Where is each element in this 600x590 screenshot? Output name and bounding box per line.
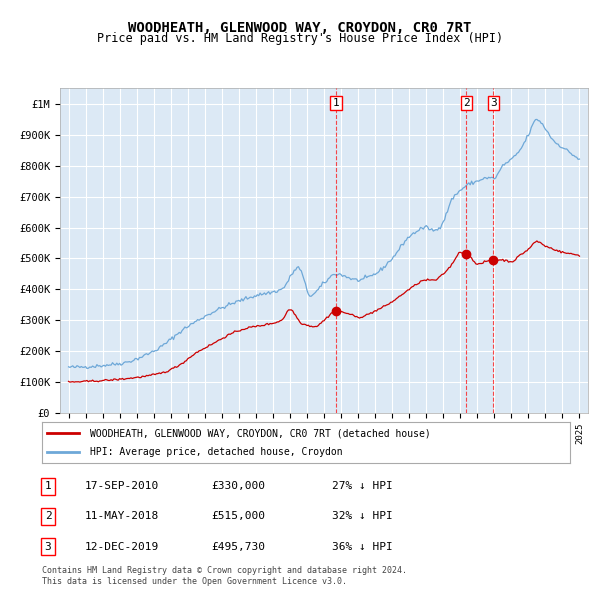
- Text: 2: 2: [44, 512, 52, 522]
- Text: 2: 2: [463, 98, 470, 108]
- Text: Contains HM Land Registry data © Crown copyright and database right 2024.
This d: Contains HM Land Registry data © Crown c…: [42, 566, 407, 586]
- Text: 36% ↓ HPI: 36% ↓ HPI: [332, 542, 393, 552]
- Text: 17-SEP-2010: 17-SEP-2010: [84, 481, 158, 491]
- Text: £495,730: £495,730: [211, 542, 265, 552]
- Text: Price paid vs. HM Land Registry's House Price Index (HPI): Price paid vs. HM Land Registry's House …: [97, 32, 503, 45]
- Text: WOODHEATH, GLENWOOD WAY, CROYDON, CR0 7RT: WOODHEATH, GLENWOOD WAY, CROYDON, CR0 7R…: [128, 21, 472, 35]
- Text: £515,000: £515,000: [211, 512, 265, 522]
- Text: 11-MAY-2018: 11-MAY-2018: [84, 512, 158, 522]
- Text: £330,000: £330,000: [211, 481, 265, 491]
- Text: 27% ↓ HPI: 27% ↓ HPI: [332, 481, 393, 491]
- Text: 12-DEC-2019: 12-DEC-2019: [84, 542, 158, 552]
- Text: 32% ↓ HPI: 32% ↓ HPI: [332, 512, 393, 522]
- Text: HPI: Average price, detached house, Croydon: HPI: Average price, detached house, Croy…: [89, 447, 342, 457]
- Text: 1: 1: [44, 481, 52, 491]
- Text: WOODHEATH, GLENWOOD WAY, CROYDON, CR0 7RT (detached house): WOODHEATH, GLENWOOD WAY, CROYDON, CR0 7R…: [89, 428, 430, 438]
- Text: 1: 1: [333, 98, 340, 108]
- Text: 3: 3: [490, 98, 497, 108]
- Text: 3: 3: [44, 542, 52, 552]
